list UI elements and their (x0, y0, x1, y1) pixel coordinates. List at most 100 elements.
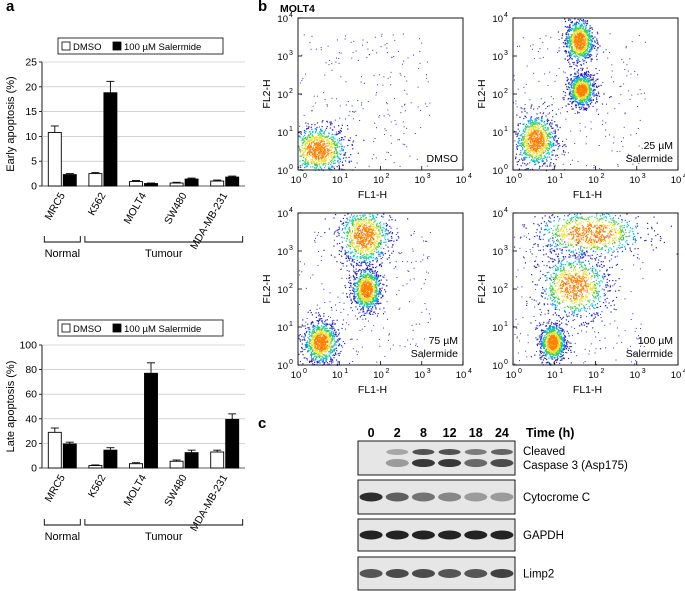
event-dot (579, 78, 581, 80)
event-dot (545, 108, 547, 110)
event-dot (586, 100, 588, 102)
event-dot (342, 164, 344, 166)
event-dot (348, 161, 350, 164)
event-dot (573, 86, 576, 88)
event-dot (306, 139, 308, 141)
event-dot (581, 47, 583, 49)
event-dot (537, 157, 539, 159)
event-dot (575, 25, 577, 27)
event-dot (579, 85, 582, 87)
event-dot (314, 152, 316, 154)
event-dot (623, 137, 625, 139)
event-dot (322, 333, 324, 335)
event-dot (310, 149, 312, 151)
event-dot (362, 39, 364, 41)
event-dot (582, 87, 584, 90)
event-dot (340, 76, 342, 78)
event-dot (327, 351, 330, 353)
event-dot (598, 95, 601, 97)
event-dot (595, 94, 597, 97)
event-dot (579, 89, 581, 91)
event-dot (585, 76, 587, 78)
event-dot (567, 39, 569, 42)
event-dot (301, 142, 304, 144)
event-dot (313, 154, 315, 156)
event-dot (316, 347, 319, 349)
event-dot (323, 325, 325, 328)
event-dot (310, 356, 313, 358)
event-dot (313, 161, 315, 163)
event-dot (613, 142, 615, 144)
event-dot (589, 82, 592, 84)
event-dot (328, 132, 331, 135)
event-dot (542, 158, 544, 160)
event-dot (577, 51, 579, 53)
event-dot (302, 159, 304, 162)
event-dot (580, 80, 582, 83)
event-dot (588, 105, 590, 107)
event-dot (537, 139, 539, 142)
event-dot (578, 97, 581, 99)
event-dot (585, 33, 587, 35)
event-dot (588, 39, 590, 42)
event-dot (376, 52, 378, 54)
event-dot (628, 90, 630, 92)
event-dot (404, 89, 406, 91)
event-dot (578, 95, 580, 98)
event-dot (536, 137, 538, 139)
event-dot (311, 335, 313, 337)
event-dot (583, 31, 585, 34)
event-dot (626, 75, 628, 77)
event-dot (328, 142, 330, 144)
event-dot (582, 39, 584, 41)
event-dot (322, 322, 324, 324)
event-dot (302, 163, 304, 165)
event-dot (398, 252, 400, 254)
event-dot (551, 127, 554, 130)
event-dot (580, 42, 582, 44)
event-dot (521, 144, 523, 147)
event-dot (532, 122, 534, 124)
event-dot (625, 47, 627, 49)
event-dot (307, 343, 309, 346)
event-dot (576, 71, 578, 73)
event-dot (309, 152, 311, 154)
event-dot (336, 57, 338, 59)
event-dot (299, 304, 301, 306)
y-tick-label: 10 (277, 14, 288, 25)
event-dot (306, 148, 308, 150)
event-dot (304, 325, 306, 327)
event-dot (337, 160, 339, 162)
event-dot (581, 49, 584, 51)
event-dot (526, 156, 528, 158)
event-dot (309, 151, 312, 153)
event-dot (324, 351, 326, 353)
event-dot (515, 153, 518, 155)
event-dot (305, 147, 308, 149)
event-dot (331, 327, 333, 329)
event-dot (549, 140, 551, 142)
event-dot (308, 328, 310, 331)
event-dot (329, 167, 331, 169)
event-dot (571, 41, 573, 44)
event-dot (585, 79, 587, 81)
event-dot (336, 133, 339, 135)
event-dot (322, 350, 324, 352)
event-dot (527, 132, 529, 134)
event-dot (520, 134, 522, 137)
event-dot (544, 145, 547, 147)
event-dot (593, 74, 596, 76)
event-dot (396, 228, 398, 230)
event-dot (532, 142, 534, 144)
event-dot (570, 49, 572, 52)
event-dot (330, 324, 333, 326)
event-dot (586, 102, 588, 104)
event-dot (530, 146, 532, 149)
event-dot (581, 73, 583, 75)
event-dot (318, 348, 320, 350)
event-dot (587, 104, 589, 106)
event-dot (575, 97, 577, 100)
event-dot (315, 136, 317, 138)
event-dot (328, 144, 330, 146)
event-dot (576, 41, 578, 43)
